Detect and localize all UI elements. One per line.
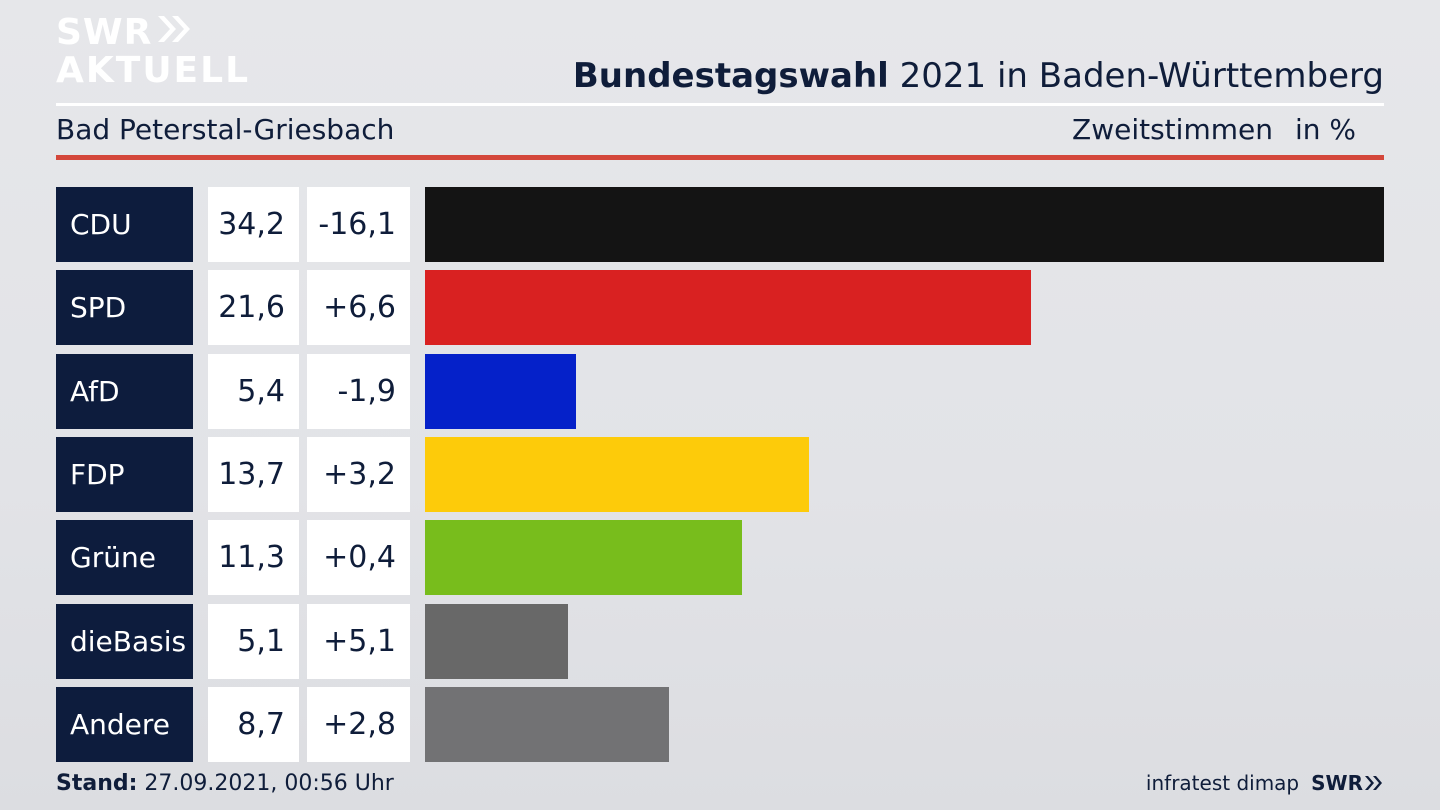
result-row: SPD 21,6 +6,6: [56, 270, 1384, 346]
metric-unit: in %: [1294, 113, 1356, 146]
region-name: Bad Peterstal-Griesbach: [56, 113, 395, 146]
result-row: CDU 34,2 -16,1: [56, 187, 1384, 262]
swr-aktuell-logo: SWR AKTUELL: [56, 14, 250, 89]
timestamp: Stand: 27.09.2021, 00:56 Uhr: [56, 771, 394, 796]
result-bar: [425, 520, 742, 596]
party-label: AfD: [56, 353, 193, 429]
change-label: +0,4: [307, 520, 410, 596]
vote-share-label: 21,6: [208, 270, 299, 346]
vote-share-label: 34,2: [208, 187, 299, 262]
party-label: Andere: [56, 686, 193, 762]
vote-share-label: 8,7: [208, 686, 299, 762]
change-label: -1,9: [307, 353, 410, 429]
double-chevron-icon: [1365, 776, 1382, 790]
result-bar: [425, 603, 568, 679]
metric-name: Zweitstimmen: [1072, 113, 1273, 146]
source-name: infratest dimap: [1145, 771, 1300, 795]
vote-share-label: 11,3: [208, 520, 299, 596]
result-row: dieBasis 5,1 +5,1: [56, 603, 1384, 679]
source-credit: infratest dimap SWR: [1146, 771, 1384, 795]
vote-share-label: 13,7: [208, 436, 299, 512]
logo-swr-text: SWR: [56, 11, 153, 53]
vote-share-label: 5,1: [208, 603, 299, 679]
vote-share-label: 5,4: [208, 353, 299, 429]
party-label: FDP: [56, 436, 193, 512]
result-bar: [425, 270, 1031, 346]
chart-title-rest: 2021 in Baden-Württemberg: [888, 56, 1384, 96]
title-divider: [56, 103, 1384, 106]
double-chevron-icon: [156, 14, 192, 51]
metric-label: Zweitstimmen in %: [1072, 113, 1356, 146]
change-label: +6,6: [307, 270, 410, 346]
timestamp-value: 27.09.2021, 00:56 Uhr: [137, 771, 394, 796]
logo-aktuell-text: AKTUELL: [56, 50, 251, 91]
chart-title-bold: Bundestagswahl: [572, 56, 889, 96]
result-bar: [425, 353, 577, 429]
results-chart: CDU 34,2 -16,1 SPD 21,6 +6,6 AfD 5,4 -1,9 FDP 13,7…: [56, 187, 1384, 762]
result-row: FDP 13,7 +3,2: [56, 436, 1384, 512]
party-label: Grüne: [56, 520, 193, 596]
result-bar: [425, 187, 1384, 262]
change-label: +3,2: [307, 436, 410, 512]
header-divider: [56, 155, 1384, 160]
change-label: +5,1: [307, 603, 410, 679]
change-label: +2,8: [307, 686, 410, 762]
party-label: CDU: [56, 187, 193, 262]
result-bar: [425, 436, 810, 512]
chart-title: Bundestagswahl 2021 in Baden-Württemberg: [573, 56, 1384, 96]
change-label: -16,1: [307, 187, 410, 262]
swr-brand: SWR: [1311, 771, 1384, 795]
party-label: SPD: [56, 270, 193, 346]
party-label: dieBasis: [56, 603, 193, 679]
result-row: Grüne 11,3 +0,4: [56, 520, 1384, 596]
result-bar: [425, 686, 669, 762]
result-row: Andere 8,7 +2,8: [56, 686, 1384, 762]
swr-brand-text: SWR: [1311, 771, 1363, 795]
result-row: AfD 5,4 -1,9: [56, 353, 1384, 429]
timestamp-label: Stand:: [56, 771, 138, 796]
